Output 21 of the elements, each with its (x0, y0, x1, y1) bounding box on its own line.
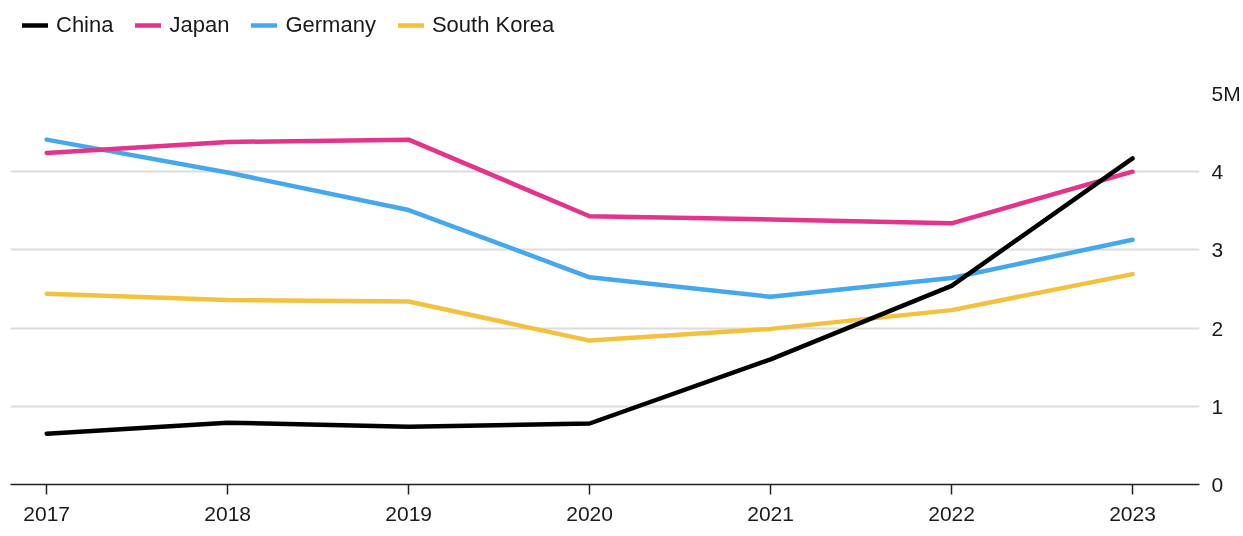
y-tick-label: 3 (1211, 238, 1224, 262)
x-tick-label: 2022 (928, 501, 975, 525)
x-tick-label: 2019 (385, 501, 432, 525)
y-tick-label: 2 (1211, 316, 1224, 340)
y-tick-label: 1 (1211, 394, 1224, 418)
y-tick-label: 5M (1211, 82, 1241, 105)
x-tick-label: 2023 (1109, 501, 1156, 525)
legend-label: Japan (169, 12, 230, 38)
y-tick-label: 0 (1211, 473, 1224, 496)
line-series (44, 137, 1135, 300)
x-tick-label: 2020 (566, 501, 613, 525)
y-tick-label: 4 (1211, 160, 1224, 184)
legend-label: Germany (285, 12, 376, 38)
line-series (44, 156, 1135, 436)
x-tick-label: 2017 (23, 501, 71, 525)
line-series (44, 271, 1135, 343)
legend-label: China (56, 12, 114, 38)
legend-label: South Korea (431, 12, 555, 38)
x-tick-label: 2021 (747, 501, 794, 525)
line-series (44, 137, 1135, 226)
x-tick-label: 2018 (204, 501, 252, 525)
